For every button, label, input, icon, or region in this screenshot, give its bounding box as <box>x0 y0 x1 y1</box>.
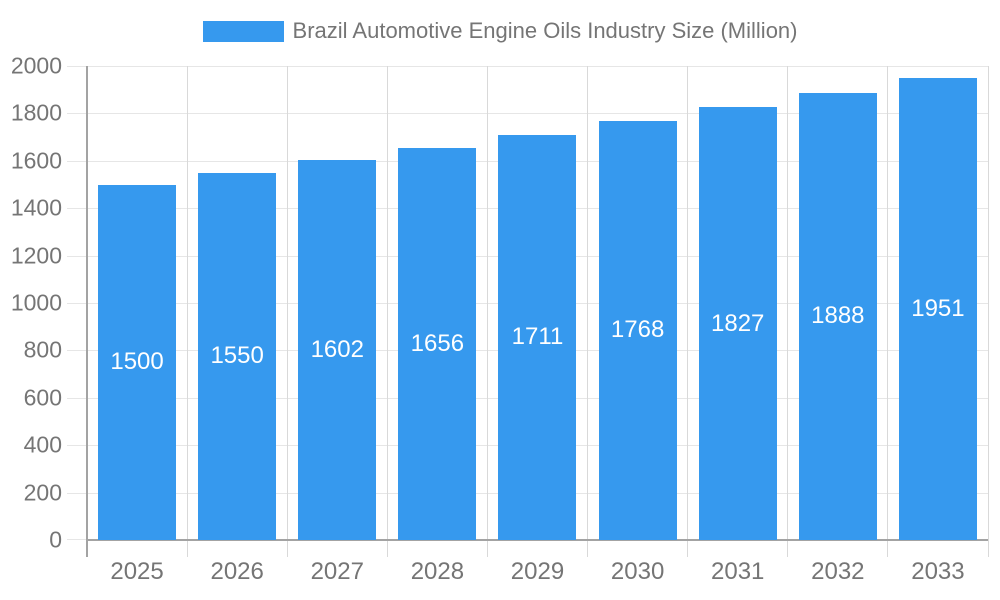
y-axis-label: 0 <box>49 526 62 553</box>
bar-value-label: 1827 <box>711 309 765 337</box>
category-band: 1550 2026 <box>187 66 287 584</box>
category-band: 1602 2027 <box>287 66 387 584</box>
legend-label: Brazil Automotive Engine Oils Industry S… <box>292 18 798 43</box>
y-axis-label: 1000 <box>10 289 62 316</box>
y-axis-tick <box>67 539 87 540</box>
y-axis-label: 2000 <box>10 52 62 79</box>
y-axis-label: 200 <box>23 479 62 506</box>
y-axis-label: 800 <box>23 336 62 363</box>
y-axis-label: 1600 <box>10 147 62 174</box>
v-gridline <box>787 66 789 557</box>
category-band: 1827 2031 <box>688 66 788 584</box>
x-axis-label: 2033 <box>911 558 965 585</box>
bar-value-label: 1550 <box>210 342 264 370</box>
y-axis-label: 1200 <box>10 242 62 269</box>
bar-value-label: 1768 <box>610 316 665 344</box>
x-axis-label: 2030 <box>610 558 665 585</box>
v-gridline <box>587 66 589 557</box>
x-axis-line <box>87 539 988 541</box>
legend-item[interactable]: Brazil Automotive Engine Oils Industry S… <box>202 18 798 43</box>
category-band: 1500 2025 <box>87 66 187 584</box>
bar-value-label: 1500 <box>110 348 164 376</box>
v-gridline <box>486 66 488 557</box>
y-axis-label: 400 <box>23 431 62 458</box>
v-gridline <box>887 66 889 557</box>
h-gridline <box>67 66 988 67</box>
h-gridline <box>67 113 988 115</box>
bar-2027[interactable]: 1602 <box>298 160 377 540</box>
bar-2032[interactable]: 1888 <box>798 92 877 540</box>
bar-value-label: 1602 <box>310 336 364 364</box>
x-axis-label: 2028 <box>410 558 465 585</box>
x-axis-label: 2026 <box>210 558 264 585</box>
bar-value-label: 1711 <box>511 323 564 351</box>
y-axis-label: 1800 <box>10 99 62 126</box>
y-axis-label: 1400 <box>10 194 62 221</box>
category-band: 1711 2029 <box>487 66 587 584</box>
v-gridline <box>286 66 288 557</box>
bar-2026[interactable]: 1550 <box>198 172 277 540</box>
v-gridline <box>687 66 689 557</box>
category-band: 1768 2030 <box>588 66 688 584</box>
v-gridline <box>386 66 388 557</box>
bar-2033[interactable]: 1951 <box>898 77 977 540</box>
category-band: 1888 2032 <box>788 66 888 584</box>
x-axis-label: 2025 <box>110 558 164 585</box>
x-axis-label: 2031 <box>711 558 765 585</box>
bar-2031[interactable]: 1827 <box>698 107 777 540</box>
bar-value-label: 1888 <box>811 302 865 330</box>
bar-value-label: 1951 <box>911 294 965 322</box>
plot-area: 0 200 400 600 800 1000 1200 1400 1600 1800 2000 150… <box>11 54 989 584</box>
legend-swatch <box>202 20 284 42</box>
y-axis-label: 600 <box>23 384 62 411</box>
v-gridline <box>186 66 188 557</box>
category-band: 1951 2033 <box>888 66 988 584</box>
bar-2028[interactable]: 1656 <box>398 147 477 540</box>
v-gridline <box>987 66 989 557</box>
x-axis-label: 2032 <box>811 558 865 585</box>
y-axis-line <box>86 66 88 557</box>
x-axis-label: 2027 <box>310 558 364 585</box>
category-band: 1656 2028 <box>387 66 487 584</box>
bar-2029[interactable]: 1711 <box>498 134 577 540</box>
legend: Brazil Automotive Engine Oils Industry S… <box>0 20 1000 42</box>
bar-value-label: 1656 <box>410 329 465 357</box>
bar-2030[interactable]: 1768 <box>598 120 677 540</box>
x-axis-label: 2029 <box>510 558 565 585</box>
bar-2025[interactable]: 1500 <box>98 184 177 540</box>
